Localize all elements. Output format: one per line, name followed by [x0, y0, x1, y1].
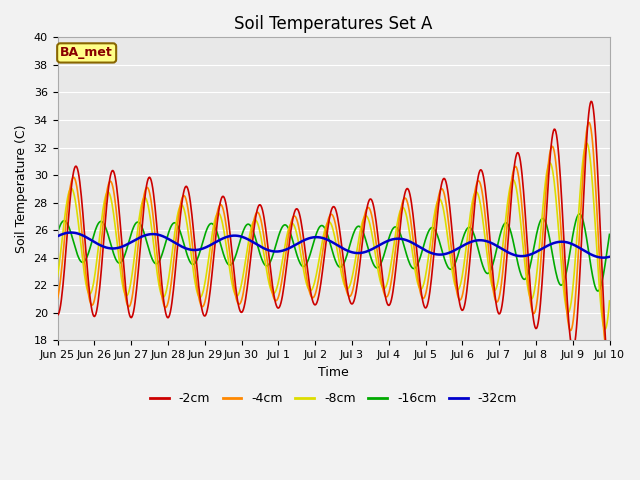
Title: Soil Temperatures Set A: Soil Temperatures Set A	[234, 15, 433, 33]
Y-axis label: Soil Temperature (C): Soil Temperature (C)	[15, 125, 28, 253]
Text: BA_met: BA_met	[60, 47, 113, 60]
X-axis label: Time: Time	[318, 366, 349, 379]
Legend: -2cm, -4cm, -8cm, -16cm, -32cm: -2cm, -4cm, -8cm, -16cm, -32cm	[145, 387, 522, 410]
